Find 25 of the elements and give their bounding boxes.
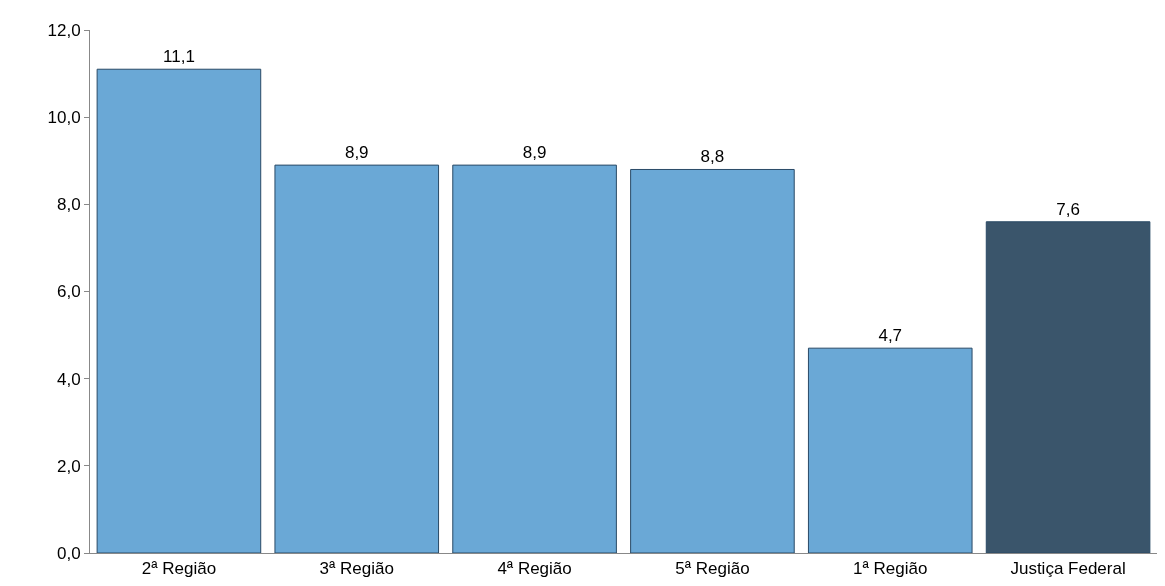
y-tick-label: 0,0: [56, 543, 81, 563]
data-label: 8,9: [522, 143, 547, 163]
bar: [807, 347, 973, 553]
y-tick-label: 2,0: [56, 456, 81, 476]
x-tick-label: 1ª Região: [853, 559, 928, 579]
data-label: 8,8: [700, 147, 725, 167]
bar: [630, 168, 795, 553]
y-tick-label: 6,0: [56, 282, 81, 302]
y-tick-label: 4,0: [56, 369, 81, 389]
bar: [985, 221, 1151, 553]
y-tick-label: 12,0: [47, 20, 81, 40]
bar: [274, 164, 440, 553]
y-tick-label: 8,0: [56, 195, 81, 215]
x-tick-label: Justiça Federal: [1010, 559, 1126, 579]
x-tick-label: 2ª Região: [141, 559, 217, 579]
data-label: 4,7: [878, 326, 903, 346]
x-tick-label: 3ª Região: [319, 559, 394, 579]
data-label: 8,9: [344, 143, 369, 163]
bar: [452, 164, 617, 553]
y-tick-label: 10,0: [47, 108, 81, 128]
bar: [96, 68, 262, 553]
x-tick-label: 5ª Região: [675, 559, 750, 579]
data-label: 11,1: [163, 47, 195, 67]
data-label: 7,6: [1056, 199, 1080, 219]
x-tick-label: 4ª Região: [497, 559, 572, 579]
